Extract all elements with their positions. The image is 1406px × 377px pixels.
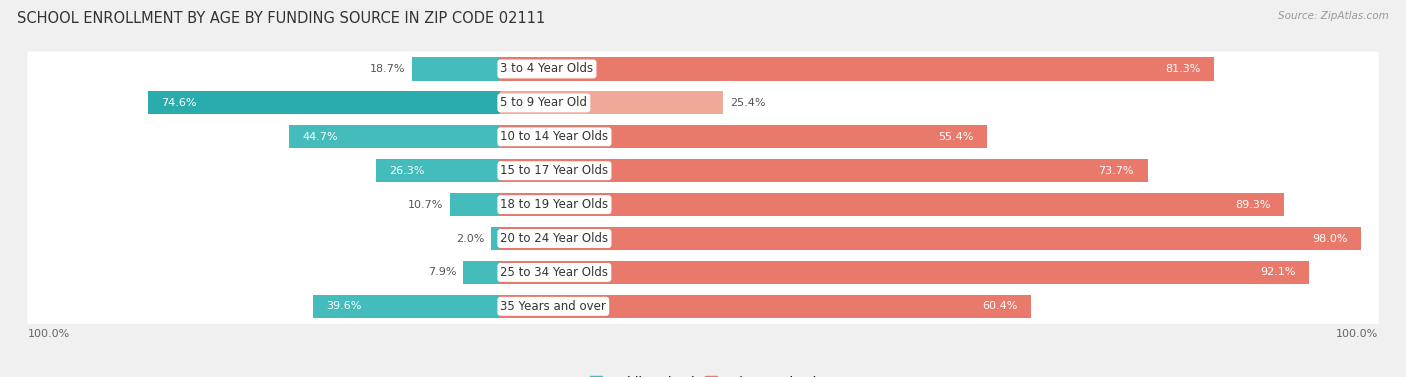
FancyBboxPatch shape — [27, 153, 1379, 188]
FancyBboxPatch shape — [27, 289, 1379, 324]
Text: 35 Years and over: 35 Years and over — [501, 300, 606, 313]
Text: 73.7%: 73.7% — [1098, 166, 1135, 176]
Text: 3 to 4 Year Olds: 3 to 4 Year Olds — [501, 63, 593, 75]
Text: 18 to 19 Year Olds: 18 to 19 Year Olds — [501, 198, 609, 211]
Text: 2.0%: 2.0% — [456, 233, 484, 244]
Text: 60.4%: 60.4% — [981, 301, 1017, 311]
Bar — [450, 193, 501, 216]
Text: 55.4%: 55.4% — [938, 132, 973, 142]
Text: 100.0%: 100.0% — [1336, 329, 1378, 339]
Text: 89.3%: 89.3% — [1236, 199, 1271, 210]
Text: 74.6%: 74.6% — [162, 98, 197, 108]
Text: Source: ZipAtlas.com: Source: ZipAtlas.com — [1278, 11, 1389, 21]
FancyBboxPatch shape — [27, 187, 1379, 222]
Bar — [501, 57, 1215, 81]
FancyBboxPatch shape — [27, 52, 1379, 86]
Text: 15 to 17 Year Olds: 15 to 17 Year Olds — [501, 164, 609, 177]
Bar — [290, 125, 501, 148]
Bar — [314, 295, 501, 318]
Bar — [501, 227, 1361, 250]
Text: 5 to 9 Year Old: 5 to 9 Year Old — [501, 97, 588, 109]
Text: 7.9%: 7.9% — [427, 267, 457, 277]
Bar — [501, 295, 1031, 318]
Bar — [501, 159, 1147, 182]
Text: 44.7%: 44.7% — [302, 132, 339, 142]
Text: 18.7%: 18.7% — [370, 64, 405, 74]
Text: 25.4%: 25.4% — [730, 98, 766, 108]
Text: 81.3%: 81.3% — [1166, 64, 1201, 74]
Bar — [501, 261, 1309, 284]
Legend: Public School, Private School: Public School, Private School — [589, 375, 817, 377]
Text: 26.3%: 26.3% — [389, 166, 425, 176]
Bar — [501, 193, 1285, 216]
Text: SCHOOL ENROLLMENT BY AGE BY FUNDING SOURCE IN ZIP CODE 02111: SCHOOL ENROLLMENT BY AGE BY FUNDING SOUR… — [17, 11, 546, 26]
Text: 92.1%: 92.1% — [1260, 267, 1295, 277]
Text: 39.6%: 39.6% — [326, 301, 361, 311]
Bar — [501, 91, 724, 114]
FancyBboxPatch shape — [27, 86, 1379, 120]
FancyBboxPatch shape — [27, 255, 1379, 290]
Bar — [375, 159, 501, 182]
Bar — [491, 227, 501, 250]
Text: 100.0%: 100.0% — [28, 329, 70, 339]
FancyBboxPatch shape — [27, 120, 1379, 154]
Text: 25 to 34 Year Olds: 25 to 34 Year Olds — [501, 266, 609, 279]
Bar — [148, 91, 501, 114]
Text: 98.0%: 98.0% — [1312, 233, 1347, 244]
Text: 10.7%: 10.7% — [408, 199, 443, 210]
Bar — [412, 57, 501, 81]
Text: 20 to 24 Year Olds: 20 to 24 Year Olds — [501, 232, 609, 245]
Text: 10 to 14 Year Olds: 10 to 14 Year Olds — [501, 130, 609, 143]
FancyBboxPatch shape — [27, 221, 1379, 256]
Bar — [463, 261, 501, 284]
Bar — [501, 125, 987, 148]
